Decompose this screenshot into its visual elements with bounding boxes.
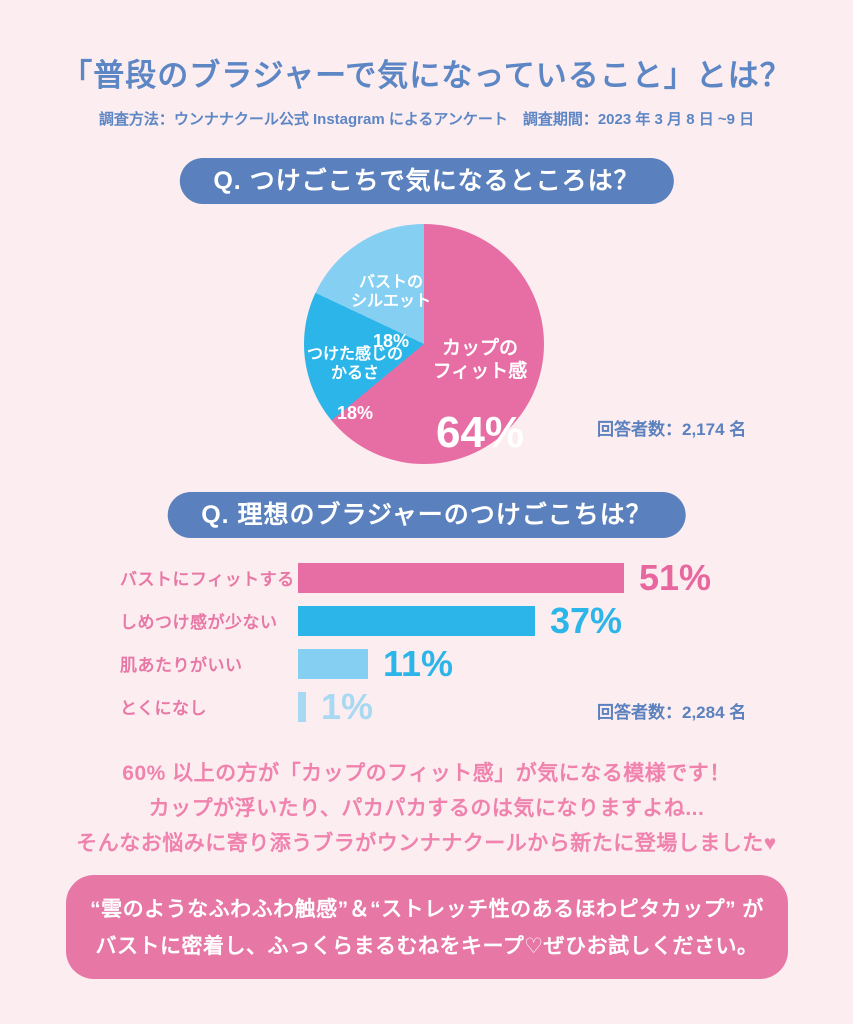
bar-value-label: 51% xyxy=(639,556,712,598)
summary-line-2: カップが浮いたり、パカパカするのは気になりますよね... xyxy=(148,797,705,820)
question-banner-2: Q. 理想のブラジャーのつけごこちは？ xyxy=(167,492,686,538)
bar xyxy=(298,562,624,593)
pie-slice-name: つけた感じの かるさ xyxy=(306,346,403,382)
cta-line-2: バストに密着し、ふっくらまるむねをキープ♡ぜひお試しください。 xyxy=(95,935,759,958)
pie-slice-name: カップの フィット感 xyxy=(432,338,528,382)
bar-row: バストにフィットする 51% xyxy=(120,556,780,599)
bar xyxy=(298,648,368,679)
pie-slice-name: バストの シルエット xyxy=(350,274,431,310)
bar-category-label: しめつけ感が少ない xyxy=(120,613,278,632)
cta-banner: “雲のようなふわふわ触感”＆“ストレッチ性のあるほわピタカップ” が バストに密… xyxy=(66,875,788,979)
summary-message: 60% 以上の方が「カップのフィット感」が気になる模様です！ カップが浮いたり、… xyxy=(0,756,853,861)
question-banner-1: Q. つけごこちで気になるところは？ xyxy=(179,158,674,204)
bar-chart: バストにフィットする 51% しめつけ感が少ない 37% 肌あたりがいい 11% とくになし… xyxy=(120,556,780,728)
pie-slice-percent: 18% xyxy=(372,331,410,351)
summary-line-1: 60% 以上の方が「カップのフィット感」が気になる模様です！ xyxy=(122,762,731,785)
bar-category-label: バストにフィットする xyxy=(120,570,295,589)
bar-value-label: 1% xyxy=(321,685,374,727)
pie-slice-percent: 18% xyxy=(336,403,374,423)
bar-category-label: 肌あたりがいい xyxy=(120,656,243,675)
survey-meta: 調査方法：ウンナナクール公式 Instagram によるアンケート 調査期間：2… xyxy=(98,111,755,128)
respondents-count-1: 回答者数：2,174 名 xyxy=(597,420,747,439)
respondents-count-2: 回答者数：2,284 名 xyxy=(597,703,747,722)
page-title: 「普段のブラジャーで気になっていること」とは？ xyxy=(61,58,792,93)
bar-value-label: 37% xyxy=(550,599,623,641)
summary-line-3: そんなお悩みに寄り添うブラがウンナナクールから新たに登場しました♥ xyxy=(76,832,777,855)
pie-slice-percent: 64% xyxy=(435,408,525,457)
bar-value-label: 11% xyxy=(383,642,454,684)
bar xyxy=(298,605,535,636)
bar-row: しめつけ感が少ない 37% xyxy=(120,599,780,642)
bar-row: 肌あたりがいい 11% xyxy=(120,642,780,685)
pie-chart xyxy=(304,224,544,464)
cta-line-1: “雲のようなふわふわ触感”＆“ストレッチ性のあるほわピタカップ” が xyxy=(90,898,764,921)
pie-slice-label-lightness: つけた感じの かるさ 18% xyxy=(292,326,418,443)
pie-chart-section: カップの フィット感 64% つけた感じの かるさ 18% バストの シルエット… xyxy=(304,224,544,464)
bar xyxy=(298,691,306,722)
bar-row: とくになし 1% xyxy=(120,685,780,728)
pie-slice-label-cup-fit: カップの フィット感 64% xyxy=(405,314,555,481)
pie-slice-label-silhouette: バストの シルエット 18% xyxy=(326,254,456,371)
bar-category-label: とくになし xyxy=(120,699,207,718)
